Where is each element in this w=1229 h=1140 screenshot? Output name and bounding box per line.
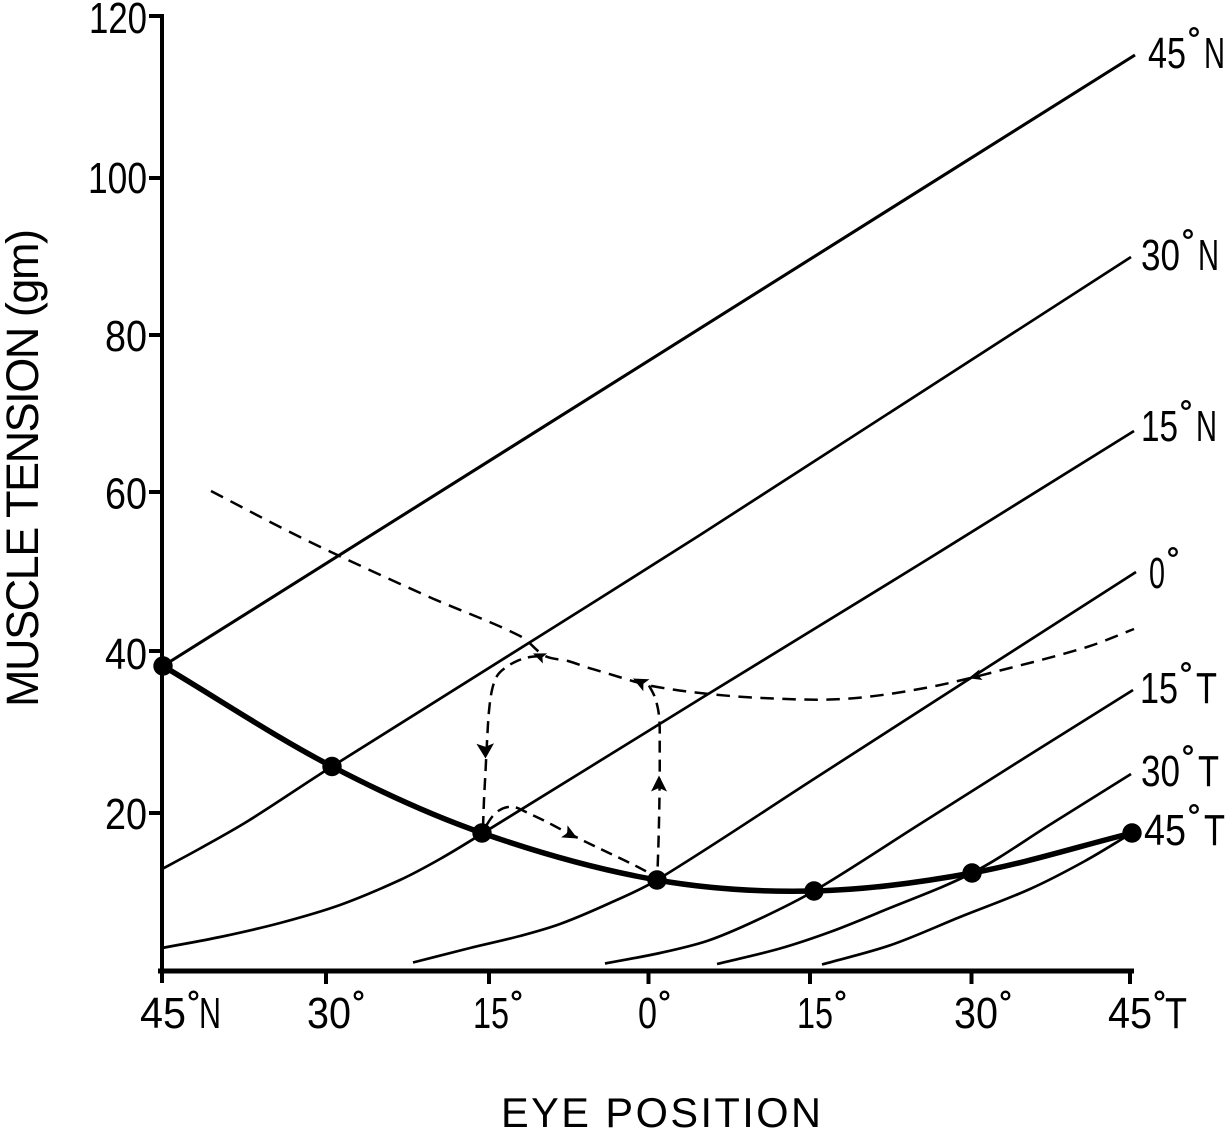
svg-text:40: 40 xyxy=(105,631,147,679)
svg-text:60: 60 xyxy=(105,471,147,519)
svg-text:N: N xyxy=(1196,403,1217,451)
svg-text:30: 30 xyxy=(1141,748,1180,796)
svg-text:N: N xyxy=(1198,232,1219,280)
svg-text:15: 15 xyxy=(1140,665,1178,713)
svg-text:EYE POSITION: EYE POSITION xyxy=(501,1089,821,1135)
svg-text:30: 30 xyxy=(954,990,998,1038)
svg-text:15: 15 xyxy=(1141,403,1178,451)
svg-text:100: 100 xyxy=(88,155,147,203)
svg-text:T: T xyxy=(1198,748,1219,796)
svg-text:45: 45 xyxy=(140,990,186,1038)
svg-text:N: N xyxy=(1204,30,1225,78)
svg-text:N: N xyxy=(199,990,221,1038)
svg-text:45: 45 xyxy=(1108,990,1152,1038)
svg-text:T: T xyxy=(1165,990,1187,1038)
svg-text:120: 120 xyxy=(89,0,147,43)
svg-text:45: 45 xyxy=(1144,807,1186,855)
svg-text:T: T xyxy=(1196,665,1217,713)
svg-text:MUSCLE TENSION (gm): MUSCLE TENSION (gm) xyxy=(0,229,48,707)
svg-text:15: 15 xyxy=(797,990,833,1038)
svg-text:30: 30 xyxy=(307,990,351,1038)
svg-text:0: 0 xyxy=(1149,550,1165,598)
svg-text:45: 45 xyxy=(1148,30,1186,78)
svg-text:0: 0 xyxy=(638,990,657,1038)
svg-text:T: T xyxy=(1204,807,1225,855)
svg-text:20: 20 xyxy=(105,791,147,839)
svg-text:30: 30 xyxy=(1141,232,1180,280)
svg-text:15: 15 xyxy=(473,990,509,1038)
svg-text:80: 80 xyxy=(105,313,147,361)
